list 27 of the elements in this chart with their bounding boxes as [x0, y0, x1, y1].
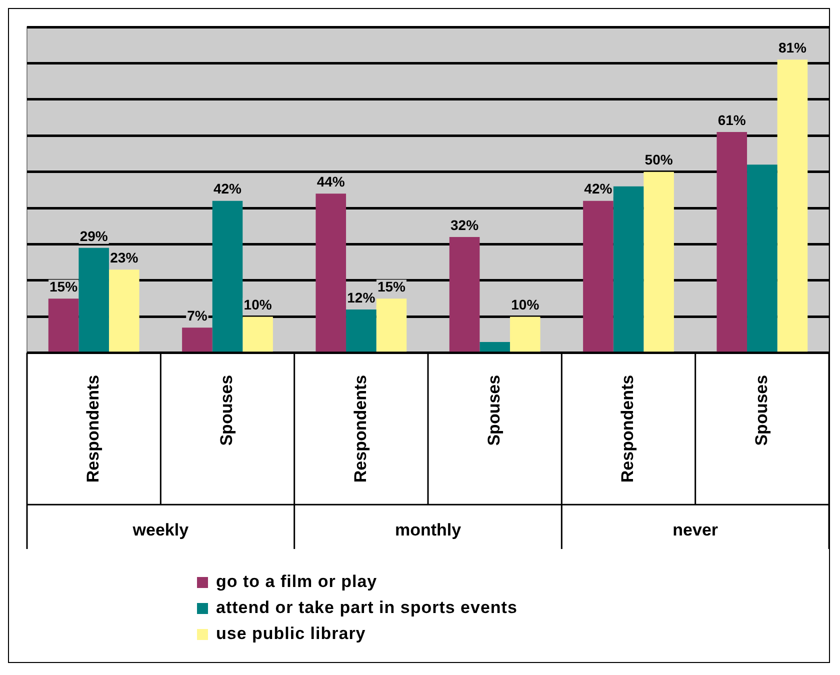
x-tick-label: Respondents	[84, 374, 103, 483]
data-label: 44%	[316, 173, 346, 190]
x-tick-label: Spouses	[752, 374, 771, 446]
text: weekly	[132, 520, 190, 540]
data-label: 61%	[718, 112, 746, 128]
data-label: 42%	[213, 180, 242, 197]
data-label: 10%	[511, 296, 540, 313]
data-label: 29%	[80, 228, 108, 244]
data-label: 23%	[110, 249, 139, 266]
data-label: 81%	[778, 39, 808, 56]
legend-label: use public library	[216, 624, 366, 644]
text: monthly	[394, 520, 462, 540]
data-label: 32%	[450, 216, 480, 233]
data-label: 12%	[347, 289, 376, 306]
text: never	[672, 520, 718, 540]
data-label: 7%	[187, 307, 208, 324]
data-label: 15%	[50, 278, 78, 294]
x-tick-label: Respondents	[618, 374, 638, 483]
data-label: 15%	[377, 278, 406, 294]
data-label: 10%	[244, 296, 272, 313]
legend-label: attend or take part in sports events	[216, 598, 518, 618]
x-tick-label: Spouses	[484, 374, 504, 446]
x-tick-label: Respondents	[350, 374, 370, 483]
data-label: 42%	[584, 180, 613, 197]
data-label: 50%	[644, 152, 674, 168]
x-tick-label: Spouses	[217, 374, 236, 446]
legend-label: go to a film or play	[216, 572, 378, 592]
